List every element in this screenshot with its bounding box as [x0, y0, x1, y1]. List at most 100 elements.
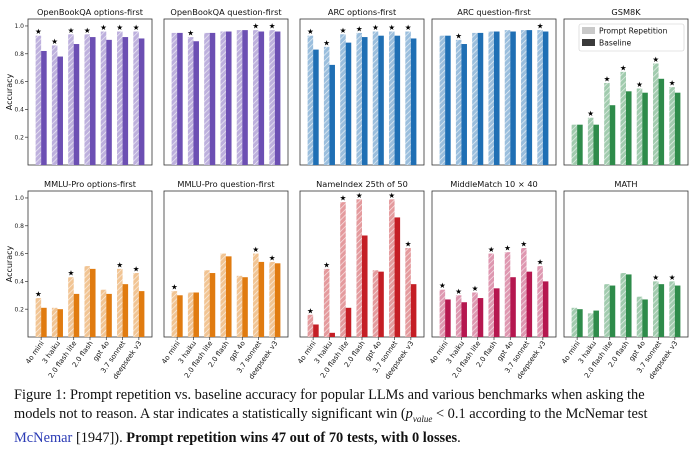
- bar-baseline: [122, 284, 129, 337]
- significance-star: ★: [488, 245, 495, 254]
- significance-star: ★: [100, 23, 107, 32]
- figure-caption: Figure 1: Prompt repetition vs. baseline…: [14, 386, 686, 448]
- significance-star: ★: [669, 273, 676, 282]
- bar-baseline: [609, 285, 616, 337]
- significance-star: ★: [133, 23, 140, 32]
- bar-baseline: [626, 274, 632, 337]
- bar-baseline: [90, 268, 96, 337]
- bar-prompt-repetition: [587, 117, 594, 165]
- legend-label-repetition: Prompt Repetition: [599, 27, 668, 36]
- bar-prompt-repetition: [323, 46, 330, 165]
- bar-prompt-repetition: [636, 296, 643, 337]
- bar-prompt-repetition: [669, 87, 675, 165]
- bar-prompt-repetition: [269, 261, 275, 337]
- significance-star: ★: [35, 290, 42, 299]
- bar-baseline: [345, 42, 352, 166]
- bar-prompt-repetition: [620, 71, 626, 165]
- y-tick-label: 0.8: [14, 51, 24, 58]
- chart-title: MMLU-Pro question-first: [177, 179, 275, 189]
- bar-baseline: [494, 288, 500, 337]
- significance-star: ★: [116, 260, 123, 269]
- bar-baseline: [658, 284, 665, 337]
- y-tick-label: 1.0: [14, 195, 24, 202]
- bar-baseline: [345, 307, 352, 337]
- bar-prompt-repetition: [653, 63, 659, 165]
- bar-prompt-repetition: [236, 275, 243, 337]
- significance-star: ★: [604, 74, 611, 83]
- legend-swatch-baseline: [582, 39, 595, 46]
- bar-baseline: [642, 299, 648, 337]
- caption-part-4: .: [457, 429, 461, 446]
- bar-baseline: [362, 37, 368, 166]
- chart-panel: OpenBookQA options-first 0.2 0.4 0.6 0.8 1.0 A…: [5, 7, 153, 166]
- bar-baseline: [410, 38, 417, 165]
- bar-prompt-repetition: [340, 202, 346, 337]
- bar-prompt-repetition: [571, 307, 578, 337]
- significance-star: ★: [116, 23, 123, 32]
- bar-baseline: [461, 44, 467, 165]
- bar-baseline: [593, 310, 599, 337]
- bar-prompt-repetition: [537, 266, 543, 337]
- chart-panel: ARC options-first ★ ★ ★ ★ ★ ★ ★: [299, 7, 425, 166]
- bar-prompt-repetition: [171, 32, 178, 166]
- bar-prompt-repetition: [488, 31, 494, 166]
- bar-baseline: [313, 49, 319, 165]
- bar-baseline: [410, 284, 417, 337]
- chart-title: MMLU-Pro options-first: [44, 179, 137, 189]
- significance-star: ★: [323, 260, 330, 269]
- significance-star: ★: [307, 27, 314, 36]
- significance-star: ★: [587, 109, 594, 118]
- bar-baseline: [329, 64, 335, 165]
- bar-baseline: [41, 307, 47, 337]
- y-tick-label: 0.4: [14, 107, 24, 114]
- bar-prompt-repetition: [187, 37, 194, 166]
- significance-star: ★: [620, 63, 627, 72]
- bar-prompt-repetition: [372, 31, 379, 166]
- bar-prompt-repetition: [100, 31, 107, 166]
- significance-star: ★: [356, 191, 363, 200]
- bar-baseline: [41, 50, 47, 165]
- bar-baseline: [122, 37, 129, 166]
- significance-star: ★: [537, 258, 544, 267]
- significance-star: ★: [504, 244, 511, 253]
- bar-prompt-repetition: [307, 314, 314, 337]
- significance-star: ★: [652, 273, 659, 282]
- bar-baseline: [106, 293, 112, 337]
- bar-prompt-repetition: [236, 30, 243, 165]
- chart-title: MATH: [614, 179, 637, 189]
- bar-prompt-repetition: [253, 30, 259, 165]
- caption-math-var: p: [405, 406, 413, 422]
- bar-prompt-repetition: [117, 31, 123, 166]
- bar-prompt-repetition: [636, 88, 643, 165]
- bar-baseline: [445, 35, 451, 165]
- bar-prompt-repetition: [472, 292, 478, 337]
- significance-star: ★: [340, 194, 347, 203]
- bar-baseline: [542, 281, 549, 337]
- y-tick-label: 0.2: [14, 306, 24, 313]
- bar-baseline: [494, 31, 500, 166]
- caption-bold-result: Prompt repetition wins 47 out of 70 test…: [126, 429, 458, 446]
- bar-prompt-repetition: [389, 31, 395, 166]
- significance-star: ★: [51, 37, 58, 46]
- bar-baseline: [106, 39, 112, 165]
- bar-baseline: [542, 31, 549, 166]
- chart-title: ARC options-first: [328, 7, 397, 17]
- mcnemar-citation-link[interactable]: McNemar: [14, 429, 73, 446]
- bar-baseline: [394, 217, 401, 337]
- significance-star: ★: [269, 22, 276, 31]
- bar-baseline: [461, 302, 467, 337]
- bar-baseline: [90, 37, 96, 166]
- bar-baseline: [674, 92, 681, 165]
- bar-prompt-repetition: [439, 35, 446, 165]
- bar-baseline: [674, 285, 681, 337]
- legend-label-baseline: Baseline: [599, 39, 632, 48]
- bar-prompt-repetition: [220, 253, 226, 337]
- chart-panel: GSM8K ★ ★ ★ ★ ★ ★ Prompt Repetition Baseline: [563, 7, 689, 166]
- y-tick-label: 0.6: [14, 251, 24, 258]
- bar-baseline: [242, 277, 248, 337]
- significance-star: ★: [269, 253, 276, 262]
- bar-prompt-repetition: [488, 253, 494, 337]
- bar-prompt-repetition: [35, 298, 42, 337]
- significance-star: ★: [84, 26, 91, 35]
